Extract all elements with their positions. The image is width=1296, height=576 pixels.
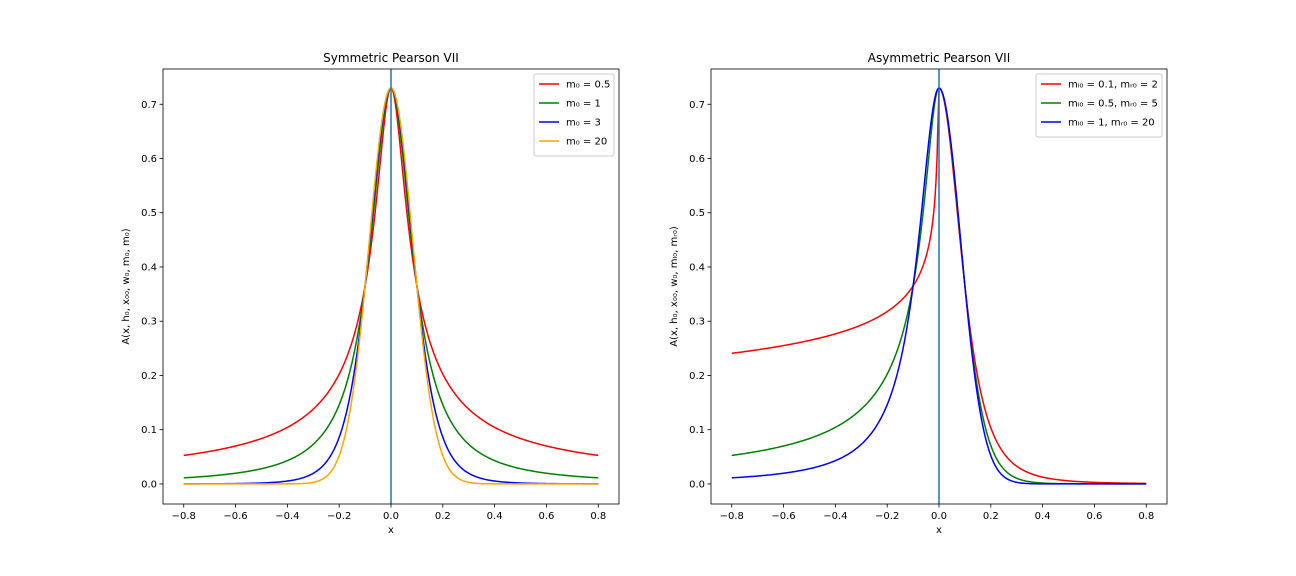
legend-entry: m₀ = 0.5 [566,80,610,91]
legend-box [533,73,615,157]
legend-box [1035,73,1163,138]
y-tick-label: 0.7 [141,100,157,111]
y-tick-label: 0.7 [689,100,705,111]
y-tick-label: 0.6 [689,154,705,165]
x-tick-label: −0.4 [275,511,299,522]
x-axis-label: x [936,525,942,536]
legend-entry: mₗ₀ = 0.5, mᵣ₀ = 5 [1068,99,1158,110]
x-tick-label: −0.8 [720,511,744,522]
y-axis-label: A(x, h₀, x₀₀, w₀, m₀, m₀) [121,228,132,344]
x-tick-label: 0.8 [1138,511,1154,522]
right-chart-asymmetric: Asymmetric Pearson VII −0.8 −0.6 −0.4 −0.2 0.… [669,51,1168,536]
x-tick-label: −0.2 [875,511,899,522]
y-tick-label: 0.4 [689,262,705,273]
y-tick-label: 0.6 [141,154,157,165]
x-tick-label: 0.0 [931,511,947,522]
x-tick-label: 0.4 [1035,511,1051,522]
x-tick-label: −0.8 [172,511,196,522]
legend-entry: m₀ = 1 [566,99,601,110]
x-tick-label: 0.0 [383,511,399,522]
y-tick-label: 0.3 [141,317,157,328]
x-tick-label: −0.6 [223,511,247,522]
x-tick-label: −0.2 [327,511,351,522]
x-tick-label: 0.2 [435,511,451,522]
y-tick-label: 0.2 [141,371,157,382]
legend: m₀ = 0.5 m₀ = 1 m₀ = 3 m₀ = 20 [533,73,615,157]
y-tick-label: 0.4 [141,262,157,273]
x-tick-label: 0.4 [487,511,503,522]
legend-entry: mₗ₀ = 0.1, mᵣ₀ = 2 [1068,80,1158,91]
x-tick-label: −0.6 [771,511,795,522]
y-tick-label: 0.0 [141,479,157,490]
legend-entry: mₗ₀ = 1, mᵣ₀ = 20 [1068,118,1155,129]
x-tick-label: 0.8 [590,511,606,522]
chart-title: Symmetric Pearson VII [323,51,459,65]
x-tick-label: 0.6 [1087,511,1103,522]
axes-frame [162,68,620,505]
chart-title: Asymmetric Pearson VII [868,51,1011,65]
y-tick-label: 0.5 [141,208,157,219]
legend-entry: m₀ = 3 [566,118,601,129]
y-tick-label: 0.3 [689,317,705,328]
left-chart-symmetric: Symmetric Pearson VII −0.8 −0.6 −0.4 −0.2 0.0… [121,51,620,536]
y-tick-label: 0.1 [141,425,157,436]
y-tick-label: 0.0 [689,479,705,490]
legend-entry: m₀ = 20 [566,137,607,148]
x-axis-label: x [388,525,394,536]
legend: mₗ₀ = 0.1, mᵣ₀ = 2 mₗ₀ = 0.5, mᵣ₀ = 5 mₗ₀ … [1035,73,1163,138]
y-tick-label: 0.1 [689,425,705,436]
x-tick-label: −0.4 [823,511,847,522]
x-tick-label: 0.2 [983,511,999,522]
axes-frame [710,68,1168,505]
y-tick-label: 0.5 [689,208,705,219]
y-tick-label: 0.2 [689,371,705,382]
y-axis-label: A(x, h₀, x₀₀, w₀, mₗ₀, mᵣ₀) [669,226,680,347]
x-tick-label: 0.6 [539,511,555,522]
